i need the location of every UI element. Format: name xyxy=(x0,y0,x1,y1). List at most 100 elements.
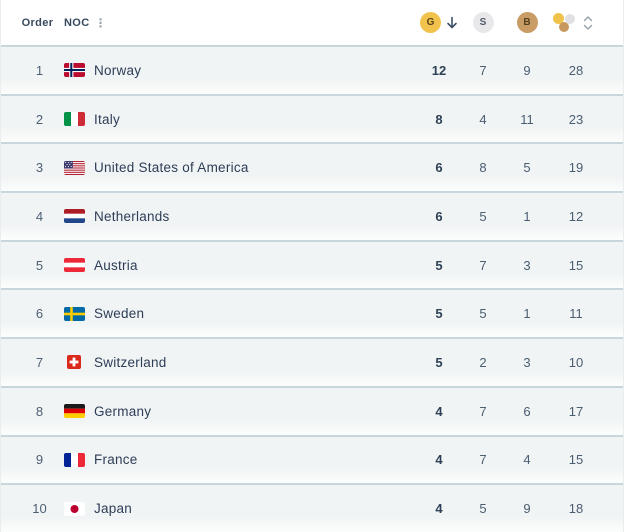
column-header-order[interactable]: Order xyxy=(1,17,64,29)
table-row: 3 United States of America 6 8 5 19 xyxy=(1,142,623,192)
gold-count: 6 xyxy=(435,208,443,224)
total-count: 23 xyxy=(568,111,584,127)
order-cell: 8 xyxy=(1,404,64,419)
order-value: 10 xyxy=(32,501,47,517)
gold-medal-icon: G xyxy=(420,12,441,33)
gold-count: 4 xyxy=(435,501,443,517)
table-header-row: Order NOC ⋮ G S B xyxy=(1,0,623,45)
bronze-count: 11 xyxy=(520,111,534,127)
bronze-count: 3 xyxy=(523,257,531,273)
kebab-menu-icon[interactable]: ⋮ xyxy=(94,15,107,30)
total-medals-icon xyxy=(553,12,576,33)
sort-descending-icon xyxy=(446,16,458,29)
total-count: 12 xyxy=(568,208,584,224)
silver-count: 7 xyxy=(479,62,487,78)
flag-netherlands-icon xyxy=(64,209,85,224)
noc-cell: Norway xyxy=(64,63,417,78)
order-value: 5 xyxy=(35,257,44,273)
table-row: 9 France 4 7 4 15 xyxy=(1,434,623,484)
total-count: 18 xyxy=(568,501,584,517)
bronze-count: 6 xyxy=(523,403,531,419)
order-cell: 6 xyxy=(1,306,64,321)
column-header-bronze[interactable]: B xyxy=(505,12,549,33)
gold-count: 5 xyxy=(435,257,443,273)
gold-count: 5 xyxy=(435,306,443,322)
bronze-medal-icon: B xyxy=(516,12,538,33)
total-count: 28 xyxy=(568,62,584,78)
gold-count: 6 xyxy=(435,160,443,176)
order-value: 3 xyxy=(35,160,44,176)
flag-france-icon xyxy=(64,452,85,467)
total-count: 15 xyxy=(568,257,584,273)
bronze-count: 4 xyxy=(523,452,531,468)
noc-cell: Sweden xyxy=(64,306,417,321)
noc-cell: Japan xyxy=(64,501,417,516)
order-cell: 4 xyxy=(1,209,64,224)
table-row: 8 Germany 4 7 6 17 xyxy=(1,385,623,435)
order-cell: 10 xyxy=(1,501,64,516)
noc-name: France xyxy=(94,452,138,468)
total-count: 17 xyxy=(568,403,584,419)
total-count: 11 xyxy=(569,306,583,322)
noc-cell: Italy xyxy=(64,112,417,127)
total-count: 19 xyxy=(568,160,584,176)
silver-count: 7 xyxy=(479,257,487,273)
bronze-count: 1 xyxy=(523,306,531,322)
column-header-silver[interactable]: S xyxy=(461,12,505,33)
total-count: 15 xyxy=(568,452,584,468)
noc-name: Italy xyxy=(94,111,121,127)
silver-count: 8 xyxy=(479,160,487,176)
bronze-count: 9 xyxy=(523,62,531,78)
column-header-noc[interactable]: NOC ⋮ xyxy=(64,17,417,29)
flag-austria-icon xyxy=(64,258,85,273)
noc-name: Japan xyxy=(94,501,133,517)
order-cell: 1 xyxy=(1,63,64,78)
gold-count: 12 xyxy=(431,62,447,78)
silver-count: 4 xyxy=(479,111,487,127)
order-value: 2 xyxy=(35,111,44,127)
noc-name: Sweden xyxy=(94,306,145,322)
order-cell: 2 xyxy=(1,112,64,127)
silver-count: 7 xyxy=(479,403,487,419)
bronze-count: 1 xyxy=(523,208,531,224)
table-row: 7 Switzerland 5 2 3 10 xyxy=(1,337,623,386)
flag-sweden-icon xyxy=(64,306,85,321)
table-row: 1 Norway 12 7 9 28 xyxy=(1,45,623,94)
order-cell: 3 xyxy=(1,160,64,175)
order-value: 1 xyxy=(35,62,44,78)
noc-cell: Switzerland xyxy=(64,355,417,370)
column-header-gold[interactable]: G xyxy=(417,12,461,33)
table-row: 10 Japan 4 5 9 18 xyxy=(1,483,623,532)
order-cell: 9 xyxy=(1,452,64,467)
noc-cell: United States of America xyxy=(64,160,417,175)
noc-name: Norway xyxy=(94,62,142,78)
silver-count: 5 xyxy=(479,501,487,517)
noc-header-label: NOC xyxy=(64,16,90,29)
table-row: 4 Netherlands 6 5 1 12 xyxy=(1,191,623,240)
column-header-total[interactable] xyxy=(549,12,597,33)
noc-cell: Netherlands xyxy=(64,209,417,224)
order-value: 8 xyxy=(35,403,44,419)
silver-count: 7 xyxy=(479,452,487,468)
total-count: 10 xyxy=(568,354,584,370)
flag-norway-icon xyxy=(64,63,85,78)
noc-name: Germany xyxy=(94,403,152,419)
order-header-label: Order xyxy=(21,16,54,29)
noc-name: United States of America xyxy=(94,160,249,176)
gold-count: 4 xyxy=(435,403,443,419)
table-row: 2 Italy 8 4 11 23 xyxy=(1,93,623,143)
noc-name: Austria xyxy=(94,257,138,273)
gold-count: 8 xyxy=(435,111,443,127)
flag-usa-icon xyxy=(64,160,85,175)
table-body: 1 Norway 12 7 9 28 2 Italy 8 4 11 23 3 U… xyxy=(1,45,623,532)
noc-cell: Austria xyxy=(64,258,417,273)
gold-count: 4 xyxy=(435,452,443,468)
silver-count: 5 xyxy=(479,208,487,224)
order-value: 4 xyxy=(35,208,44,224)
gold-count: 5 xyxy=(435,354,443,370)
flag-italy-icon xyxy=(64,112,85,127)
noc-cell: Germany xyxy=(64,404,417,419)
noc-name: Netherlands xyxy=(94,208,170,224)
order-value: 7 xyxy=(35,354,44,370)
